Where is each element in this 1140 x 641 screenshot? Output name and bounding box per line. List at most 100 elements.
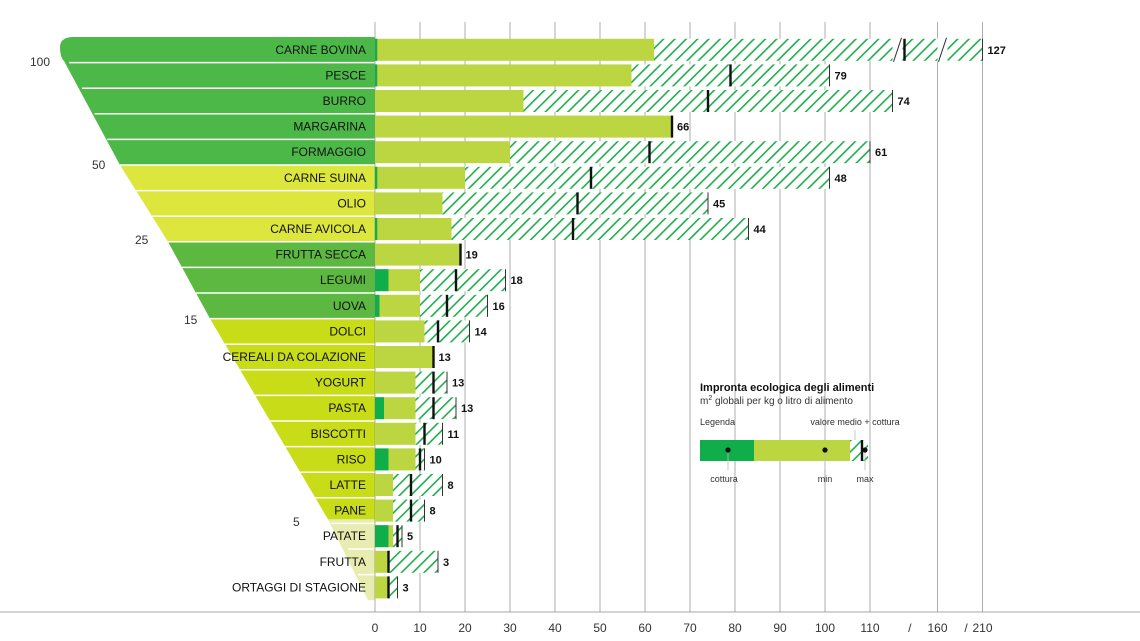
value-label: 66 [677,122,689,134]
category-label: LEGUMI [320,273,366,287]
bar-base [375,320,425,343]
bar-range [420,294,488,317]
bar-row [375,320,470,343]
category-label: OLIO [337,196,366,210]
bar-mean-marker [409,474,413,496]
funnel-tick-label: 15 [184,313,198,327]
bar-base [375,474,393,496]
bar-base [375,115,672,138]
x-tick-label: 60 [638,621,652,635]
value-label: 127 [988,45,1006,57]
bar-base [375,371,416,394]
bar-row [375,243,462,266]
value-label: 74 [898,96,911,108]
bar-base [375,499,393,522]
bar-mean-marker [648,141,651,164]
bar-mean-marker [418,448,422,471]
value-label: 13 [461,403,473,415]
bar-cooking [375,294,380,317]
value-label: 3 [403,582,409,594]
category-label: PANE [334,504,366,518]
axis-break-slash [938,37,947,62]
bar-mean-marker [396,525,399,548]
bar-base [375,576,389,599]
value-label: 44 [754,224,767,236]
legend-dot [822,447,828,453]
x-tick-label: 30 [503,621,517,635]
category-label: ORTAGGI DI STAGIONE [232,580,366,594]
bar-row [375,269,506,292]
bar-row [375,474,443,496]
funnel-tick-label: 25 [135,233,149,247]
bar-mean-marker [459,243,462,266]
bar-mean-marker [409,499,413,522]
bar-range [442,192,708,215]
bar-cooking [375,38,378,61]
value-label: 18 [511,275,523,287]
bar-row [375,218,749,240]
bar-base [375,64,632,87]
bar-cooking [375,269,389,292]
axis-break-slash [893,37,902,62]
x-tick-label: 110 [860,621,879,635]
legend-subtitle: m2 globali per kg o litro di alimento [700,395,853,407]
category-label: LATTE [330,478,366,492]
value-label: 14 [475,326,488,338]
bar-mean-marker [432,397,435,420]
bar-range [388,550,438,573]
value-label: 13 [452,378,464,390]
funnel-band-3 [210,318,375,520]
x-tick-label: 80 [728,621,742,635]
bar-range [420,269,506,292]
category-label: CARNE BOVINA [275,43,366,57]
bar-base [375,192,443,215]
bar-row [375,422,443,445]
legend-label: max [856,474,874,484]
bar-mean-marker [454,269,458,292]
category-label: PASTA [328,401,366,415]
bar-row [375,90,893,112]
x-tick-label: 50 [593,621,607,635]
bar-mean-marker [387,576,390,599]
funnel-band-0 [60,37,375,165]
bar-mean-marker [432,371,435,394]
bar-mean-marker [432,346,435,368]
bar-mean-marker [571,218,575,240]
value-label: 45 [713,198,725,210]
value-labels: 127 79 74 66 61 48 45 44 19 18 16 14 13 13 13 11 10 8 8 5 3 3 [403,45,1006,595]
x-tick-label: 10 [413,621,427,635]
bar-mean-marker [589,166,593,189]
funnel-tick-label: 50 [92,158,106,172]
bar-row [375,550,439,573]
bar-range [393,499,425,522]
category-label: FRUTTA [320,555,366,569]
x-axis: 0 10 20 30 40 50 60 70 80 90 100 110 / 160 / 210 [372,621,993,635]
funnel-band-4 [328,519,375,601]
bar-base [375,550,389,573]
bar-cooking [375,166,378,189]
x-tick-label: 100 [815,621,835,635]
x-tick-label: 40 [548,621,562,635]
bar-mean-marker [576,192,579,215]
value-label: 13 [439,352,451,364]
funnel-tick-label: 100 [30,55,50,69]
category-label: UOVA [333,299,366,313]
bar-range [415,422,443,445]
bar-row [375,346,435,368]
funnel-band-2 [168,241,375,319]
value-label: 8 [448,480,454,492]
category-label: DOLCI [329,324,366,338]
bar-row [375,141,871,164]
category-label: BURRO [323,94,366,108]
bar-mean-marker [387,550,390,573]
bar-row [375,499,425,522]
funnel-tick-label: 5 [293,515,300,529]
bar-range [388,576,398,599]
bar-row [375,576,398,599]
category-label: BISCOTTI [311,427,366,441]
category-label: YOGURT [315,376,367,390]
category-label: PATATE [323,529,366,543]
bar-row [375,448,425,471]
